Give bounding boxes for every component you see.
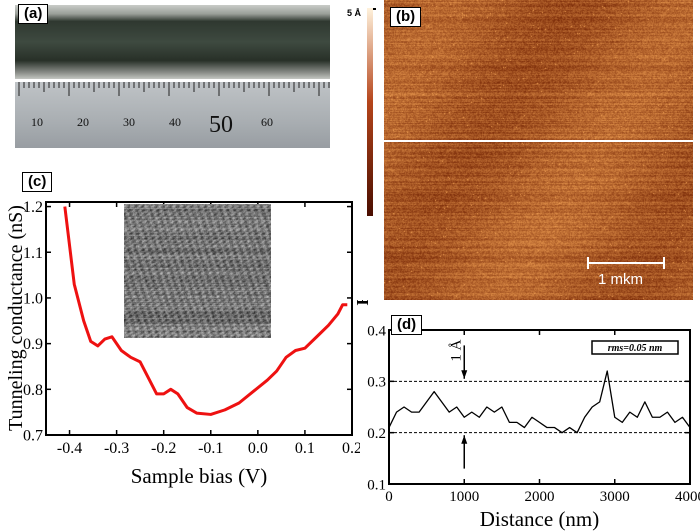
x-tick-label: 0.2 bbox=[342, 440, 360, 457]
x-axis-label: Distance (nm) bbox=[480, 507, 600, 531]
colorbar bbox=[367, 8, 373, 216]
scale-bar bbox=[587, 262, 664, 264]
y-tick-label: 0.8 bbox=[23, 382, 43, 399]
panel-label-a: (a) bbox=[18, 4, 49, 24]
x-tick-label: 1000 bbox=[449, 489, 479, 505]
step-annotation: 1 Å bbox=[448, 339, 464, 361]
x-axis-label: Sample bias (V) bbox=[131, 464, 267, 488]
ruler-number: 40 bbox=[169, 115, 181, 129]
y-tick-label: 0.9 bbox=[23, 336, 43, 353]
colorbar-tick bbox=[373, 8, 376, 10]
x-tick-label: 2000 bbox=[525, 489, 555, 505]
y-tick-label: 0.3 bbox=[367, 375, 386, 391]
x-tick-label: -0.4 bbox=[57, 440, 82, 457]
arrowhead-down bbox=[461, 370, 468, 379]
ruler-marks: 10 20 30 40 50 60 bbox=[18, 82, 330, 138]
arrowhead-up bbox=[461, 435, 468, 444]
panel-label-b: (b) bbox=[390, 7, 422, 27]
x-tick-label: 0.1 bbox=[295, 440, 315, 457]
y-tick-label: 0.1 bbox=[367, 477, 386, 493]
x-tick-label: -0.3 bbox=[104, 440, 129, 457]
panel-label-c: (c) bbox=[22, 172, 53, 192]
scale-bar-cap-left bbox=[587, 257, 589, 269]
ruler-number: 60 bbox=[261, 115, 273, 129]
y-tick-label: 1.2 bbox=[23, 199, 43, 216]
crystal-photo bbox=[15, 5, 330, 79]
y-axis-label: Hight (nm) bbox=[353, 300, 372, 305]
ruler-number: 30 bbox=[123, 115, 135, 129]
x-tick-label: 0 bbox=[385, 489, 393, 505]
scale-bar-cap-right bbox=[663, 257, 665, 269]
y-tick-label: 0.2 bbox=[367, 426, 386, 442]
y-tick-label: 0.4 bbox=[367, 323, 386, 339]
conductance-chart: -0.4 -0.3 -0.2 -0.1 0.0 0.1 0.2 0.7 0.8 0.9 1.0 1.1… bbox=[5, 199, 360, 488]
ruler-number: 50 bbox=[209, 112, 233, 138]
atomic-resolution-inset bbox=[124, 204, 271, 338]
y-tick-label: 1.1 bbox=[23, 245, 43, 262]
afm-topography-image bbox=[384, 0, 693, 300]
ruler-number: 10 bbox=[31, 115, 43, 129]
x-tick-label: -0.2 bbox=[151, 440, 176, 457]
y-tick-label: 1.0 bbox=[23, 291, 43, 308]
scale-bar-label: 1 mkm bbox=[598, 271, 643, 288]
plot-frame bbox=[45, 201, 353, 436]
colorbar-max-label: 5 Å bbox=[347, 8, 362, 18]
panel-label-d: (d) bbox=[391, 315, 423, 335]
x-tick-label: 0.0 bbox=[248, 440, 268, 457]
ruler-number: 20 bbox=[77, 115, 89, 129]
y-axis-label: Tunneling conductance (nS) bbox=[5, 205, 27, 431]
image-divider bbox=[384, 140, 693, 142]
ruler-photo: 10 20 30 40 50 60 bbox=[15, 82, 330, 148]
y-tick-label: 0.7 bbox=[23, 428, 43, 445]
legend-box bbox=[591, 340, 679, 355]
rms-label: rms=0.05 nm bbox=[608, 343, 663, 354]
x-tick-label: -0.1 bbox=[198, 440, 223, 457]
x-tick-label: 3000 bbox=[600, 489, 630, 505]
